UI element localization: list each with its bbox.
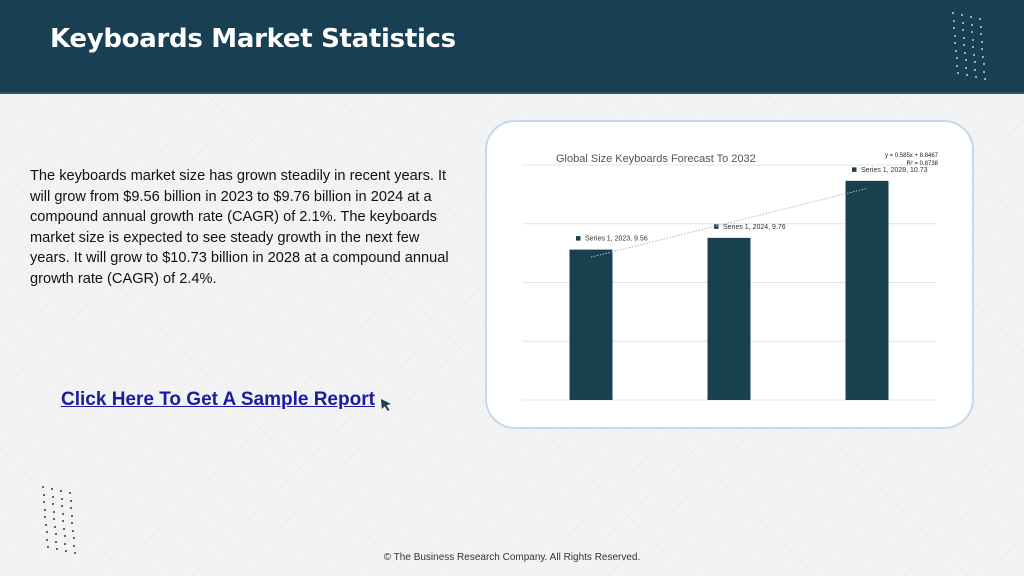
page-title: Keyboards Market Statistics — [50, 24, 456, 54]
chart-title: Global Size Keyboards Forecast To 2032 — [556, 153, 756, 165]
trendline-equation-label: y = 0.585x + 8.8467 R² = 0.8738 — [850, 152, 938, 168]
data-label: Series 1, 2028, 10.73 — [861, 167, 928, 174]
bar — [569, 249, 613, 400]
mouse-pointer-icon — [381, 399, 391, 411]
data-label: Series 1, 2024, 9.76 — [723, 224, 786, 231]
data-label-marker — [576, 236, 581, 241]
data-label-marker — [852, 167, 857, 172]
copyright-footer: © The Business Research Company. All Rig… — [383, 552, 641, 563]
bar — [845, 180, 889, 400]
header-bar: Keyboards Market Statistics — [0, 0, 1024, 94]
decorative-dots-icon — [952, 12, 996, 82]
market-summary-text: The keyboards market size has grown stea… — [30, 168, 449, 287]
trendline-r-squared: R² = 0.8738 — [906, 161, 938, 167]
data-label: Series 1, 2023, 9.56 — [585, 236, 648, 243]
bar — [707, 237, 751, 400]
trendline — [590, 187, 868, 258]
decorative-dots-icon — [42, 486, 82, 554]
sample-report-link[interactable]: Click Here To Get A Sample Report — [61, 389, 375, 410]
trendline-equation: y = 0.585x + 8.8467 — [884, 153, 938, 159]
data-label-marker — [714, 224, 719, 229]
